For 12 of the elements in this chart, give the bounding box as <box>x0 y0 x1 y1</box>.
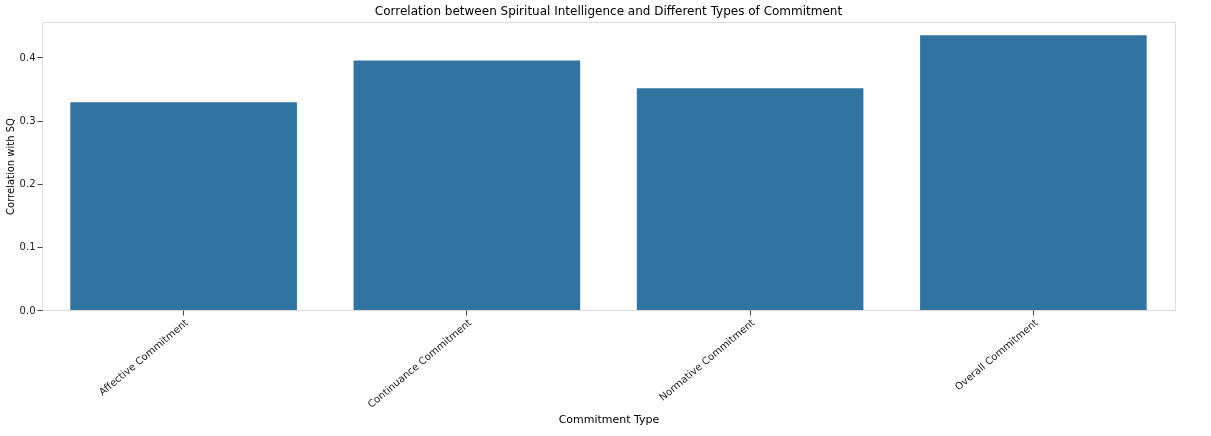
y-axis-title: Correlation with SQ <box>4 117 16 215</box>
bar <box>70 102 297 310</box>
bar <box>636 88 864 310</box>
y-tick-label: 0.1 <box>19 241 36 253</box>
x-axis-title: Commitment Type <box>558 412 660 426</box>
y-tick-label: 0.2 <box>19 178 36 190</box>
bar <box>920 35 1147 310</box>
y-tick-label: 0.0 <box>19 304 36 316</box>
chart-title: Correlation between Spiritual Intelligence and Different Types of Commitment <box>374 4 843 18</box>
bar <box>353 60 581 310</box>
y-tick-label: 0.3 <box>19 115 36 127</box>
y-tick-label: 0.4 <box>19 51 36 63</box>
